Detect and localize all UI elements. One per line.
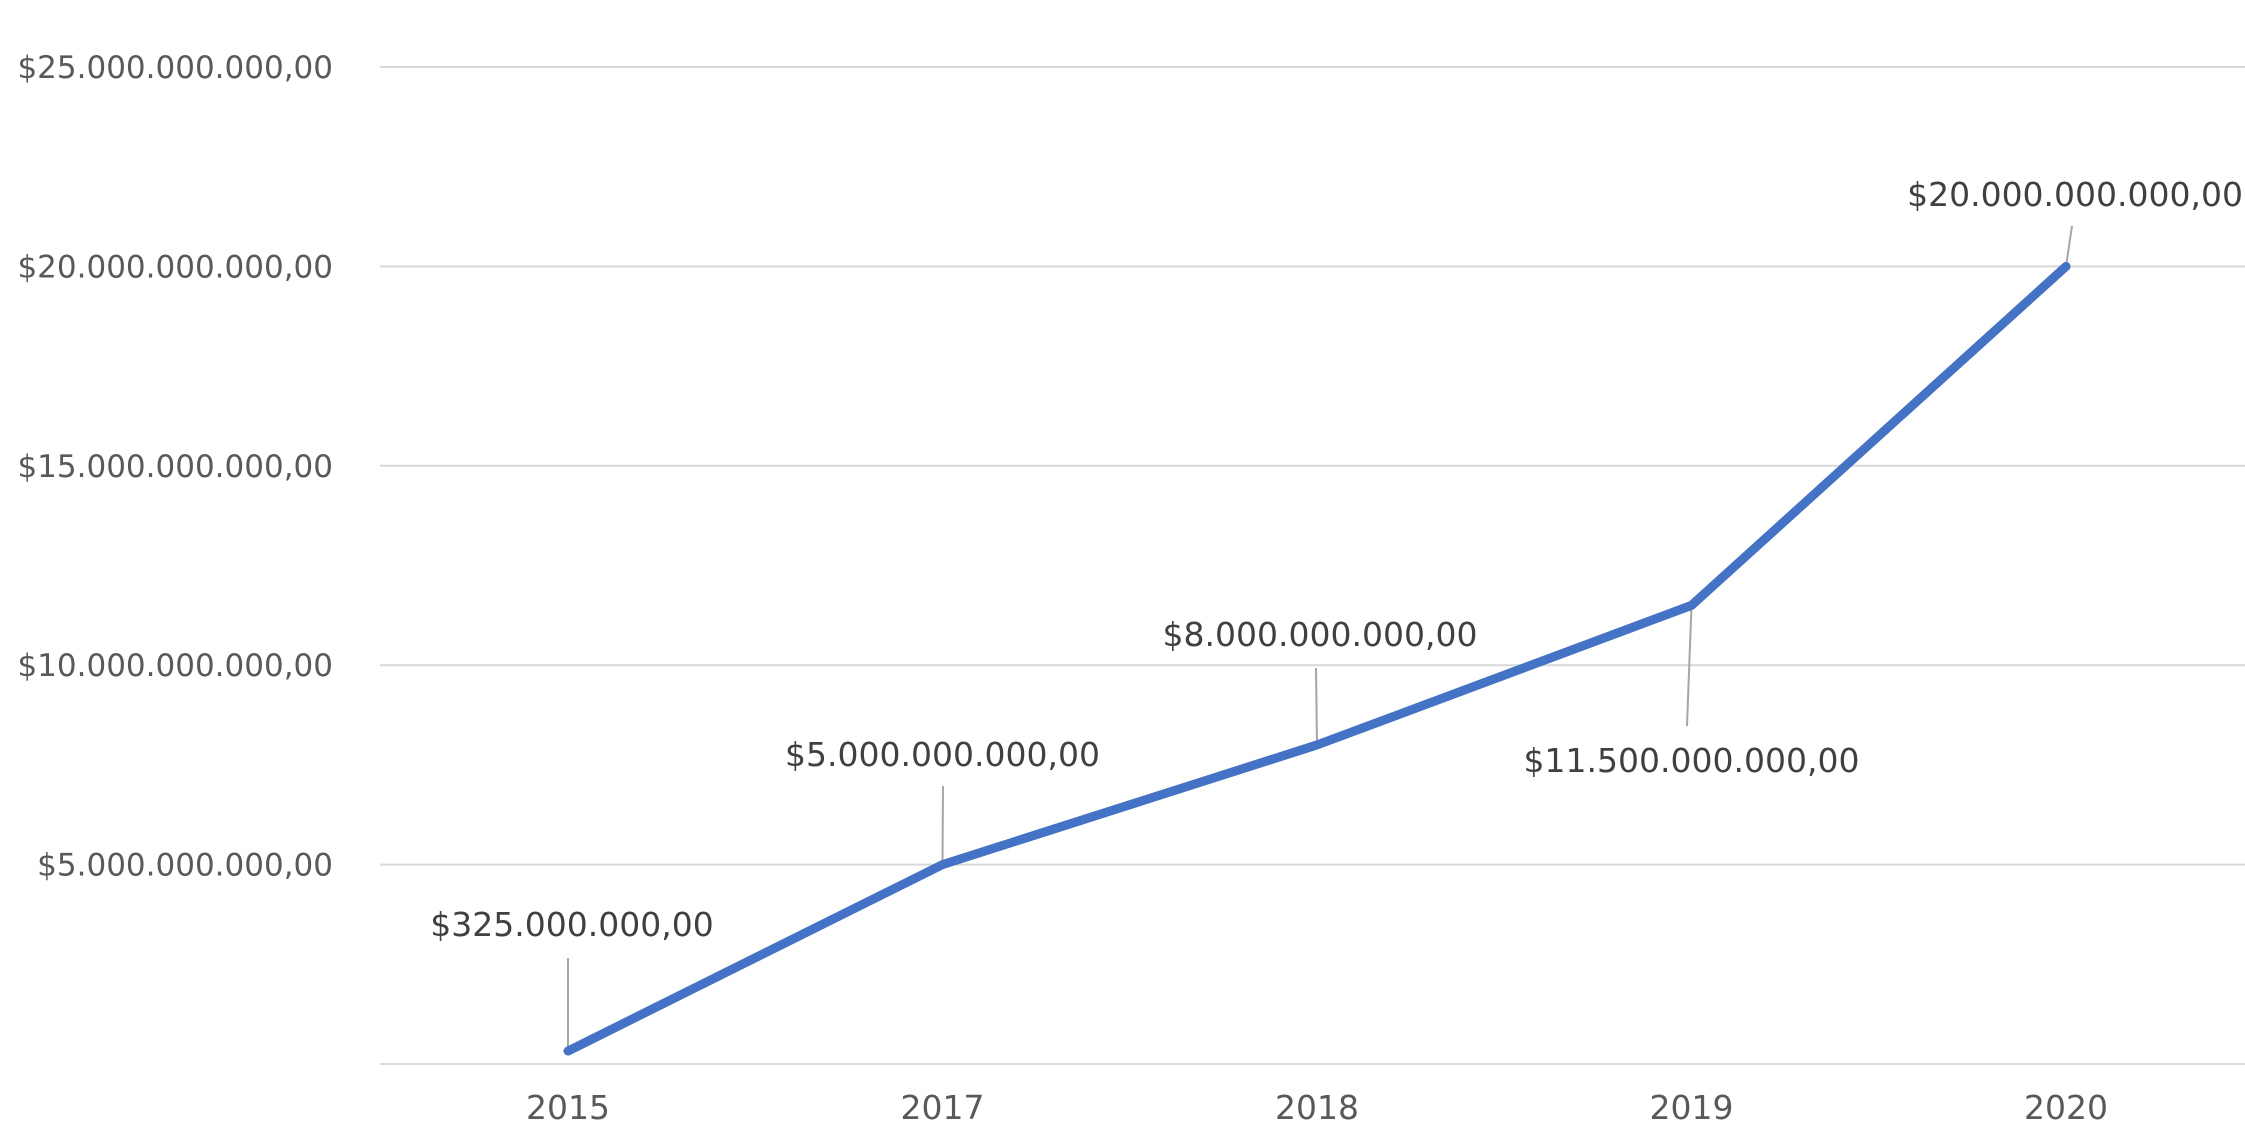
x-tick-label: 2018 — [1275, 1088, 1359, 1127]
x-axis: 2015 2017 2018 2019 2020 — [380, 1063, 2245, 1127]
y-tick-label: $20.000.000.000,00 — [17, 249, 333, 285]
data-label: $11.500.000.000,00 — [1524, 741, 1860, 780]
data-label: $20.000.000.000,00 — [1907, 175, 2243, 214]
gridlines — [380, 66, 2245, 866]
data-point — [564, 1047, 572, 1056]
leader-line — [1315, 667, 1318, 745]
data-point — [1313, 740, 1321, 749]
y-tick-label: $25.000.000.000,00 — [17, 50, 333, 86]
data-label: $5.000.000.000,00 — [785, 735, 1100, 774]
y-tick-label: $10.000.000.000,00 — [17, 648, 333, 684]
y-tick-label: $5.000.000.000,00 — [37, 848, 333, 884]
data-point — [938, 860, 947, 869]
leader-line — [2065, 225, 2073, 267]
series-line — [563, 261, 2071, 1056]
series — [563, 261, 2071, 1056]
x-tick-label: 2015 — [526, 1088, 610, 1127]
data-label: $8.000.000.000,00 — [1163, 615, 1478, 654]
leader-lines — [567, 225, 2073, 1052]
x-tick-label: 2019 — [1650, 1088, 1734, 1127]
data-point — [1687, 601, 1696, 610]
data-label: $325.000.000,00 — [430, 905, 713, 944]
x-tick-label: 2017 — [901, 1088, 985, 1127]
leader-line — [941, 785, 944, 865]
y-tick-label: $15.000.000.000,00 — [17, 449, 333, 485]
leader-line — [1686, 605, 1693, 727]
x-tick-label: 2020 — [2024, 1088, 2108, 1127]
data-point — [2062, 262, 2070, 271]
data-labels: $325.000.000,00 $5.000.000.000,00 $8.000.0… — [430, 175, 2243, 944]
y-axis: $5.000.000.000,00 $10.000.000.000,00 $15.0… — [17, 50, 333, 884]
